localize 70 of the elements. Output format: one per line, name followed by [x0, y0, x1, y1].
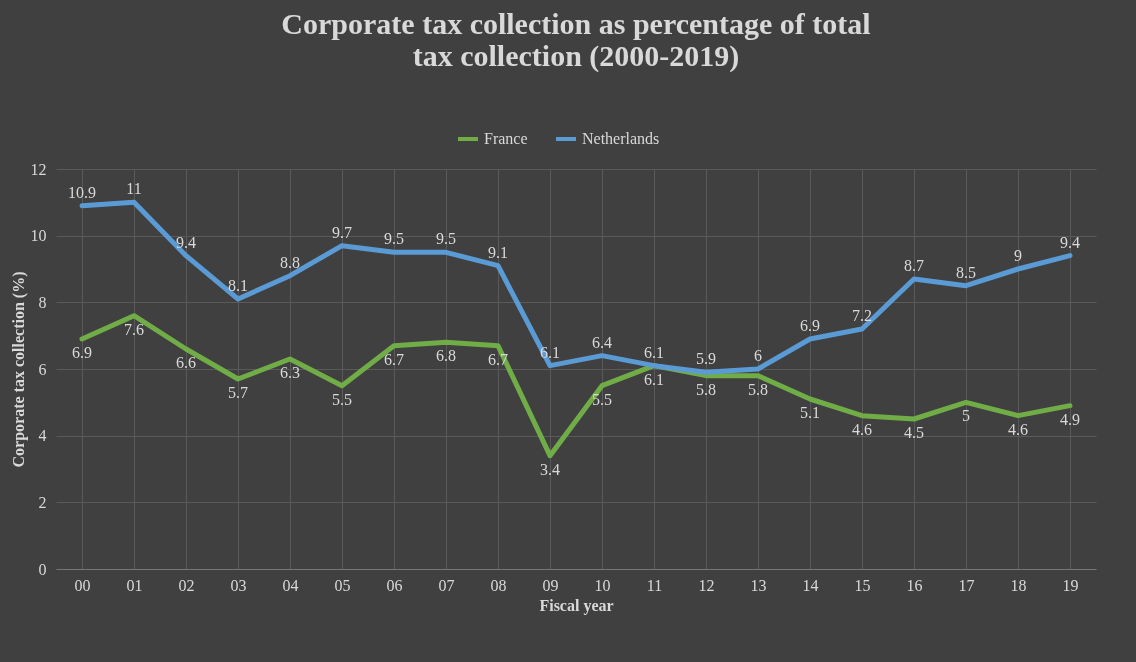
- data-label: 7.6: [124, 320, 144, 338]
- data-label: 6.1: [644, 343, 664, 361]
- data-label: 5.5: [332, 390, 352, 408]
- data-label: 5.8: [748, 380, 768, 398]
- data-label: 10.9: [68, 183, 96, 201]
- legend-label: Netherlands: [582, 130, 660, 147]
- data-label: 4.5: [904, 424, 924, 441]
- data-label: 4.6: [1008, 420, 1028, 438]
- data-label: 5.9: [696, 350, 716, 368]
- y-tick-label: 6: [38, 360, 47, 378]
- x-tick-label: 08: [490, 576, 507, 594]
- x-tick-label: 03: [230, 576, 247, 594]
- data-label: 9.5: [436, 230, 456, 248]
- data-label: 5.1: [800, 404, 820, 421]
- data-label: 9.7: [332, 223, 352, 241]
- data-label: 7.2: [852, 307, 872, 324]
- data-label: 4.6: [852, 420, 872, 438]
- data-label: 11: [126, 180, 142, 198]
- data-label: 6.3: [280, 364, 300, 381]
- data-label: 5.5: [592, 390, 612, 408]
- legend-label: France: [484, 130, 528, 147]
- x-tick-label: 02: [178, 576, 195, 594]
- x-tick-label: 13: [750, 576, 767, 594]
- data-label: 3.4: [540, 460, 560, 478]
- data-label: 8.7: [904, 257, 924, 274]
- x-tick-label: 04: [282, 576, 299, 594]
- x-tick-label: 05: [334, 576, 351, 594]
- x-tick-label: 16: [906, 576, 923, 594]
- x-tick-label: 19: [1062, 576, 1079, 594]
- x-axis-title: Fiscal year: [539, 596, 614, 615]
- data-label: 6.7: [384, 350, 404, 368]
- x-tick-label: 01: [126, 576, 143, 594]
- data-label: 5: [962, 407, 970, 425]
- x-tick-label: 15: [854, 576, 871, 594]
- x-tick-label: 09: [542, 576, 559, 594]
- y-tick-label: 10: [30, 227, 47, 245]
- data-label: 6: [754, 347, 762, 364]
- data-label: 5.8: [696, 380, 716, 398]
- data-label: 9.1: [488, 243, 508, 261]
- data-label: 6.8: [436, 347, 456, 365]
- y-tick-label: 12: [30, 160, 47, 178]
- data-label: 5.7: [228, 384, 248, 401]
- y-tick-label: 2: [38, 493, 47, 511]
- x-tick-label: 12: [698, 576, 715, 594]
- y-tick-label: 0: [38, 560, 47, 578]
- data-label: 8.5: [956, 263, 976, 281]
- data-label: 6.9: [72, 344, 92, 361]
- x-tick-label: 11: [646, 576, 663, 594]
- x-tick-label: 10: [594, 576, 611, 594]
- data-label: 6.1: [644, 370, 664, 388]
- chart-title: Corporate tax collection as percentage of total tax collection (2000-2019): [281, 7, 871, 73]
- y-axis-title: Corporate tax collection (%): [9, 271, 28, 468]
- x-tick-label: 17: [958, 576, 975, 594]
- x-tick-label: 07: [438, 576, 455, 594]
- data-label: 6.6: [176, 354, 196, 371]
- x-tick-label: 06: [386, 576, 403, 594]
- data-label: 9.5: [384, 230, 404, 248]
- x-tick-label: 14: [802, 576, 819, 594]
- data-label: 4.9: [1060, 410, 1080, 428]
- y-tick-label: 8: [38, 293, 47, 311]
- x-tick-label: 18: [1010, 576, 1027, 594]
- data-label: 9: [1014, 247, 1022, 264]
- data-label: 9.4: [1060, 233, 1080, 251]
- x-tick-label: 00: [74, 576, 91, 594]
- data-label: 6.9: [800, 317, 820, 334]
- data-label: 9.4: [176, 233, 196, 251]
- data-label: 8.1: [228, 277, 248, 294]
- y-tick-label: 4: [38, 427, 47, 445]
- data-label: 8.8: [280, 253, 300, 271]
- data-label: 6.4: [592, 333, 612, 351]
